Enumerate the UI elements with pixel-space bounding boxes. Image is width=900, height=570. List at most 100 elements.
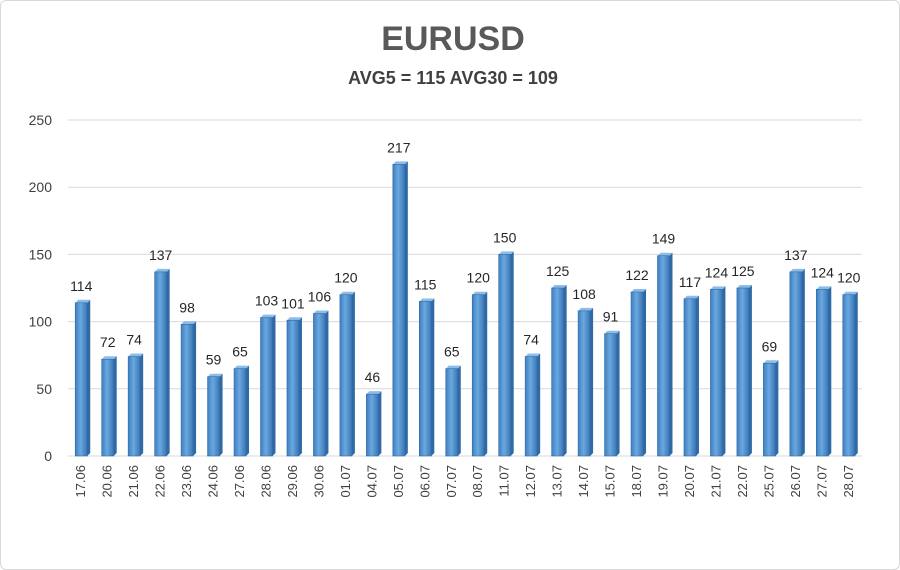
data-label: 125 (731, 263, 755, 279)
bar-top (525, 353, 541, 357)
data-label: 108 (572, 286, 596, 302)
bar (207, 376, 220, 457)
bar-side (457, 365, 461, 456)
bar-top (128, 353, 144, 357)
x-tick-label: 27.07 (814, 465, 829, 498)
y-tick-label: 250 (29, 112, 53, 128)
bar-side (801, 268, 805, 456)
y-tick-label: 150 (29, 246, 53, 262)
bar (710, 289, 723, 457)
data-label: 114 (70, 278, 93, 294)
data-label: 125 (546, 263, 570, 279)
bar (233, 368, 247, 457)
bar-side (775, 360, 779, 456)
data-label: 101 (281, 295, 305, 311)
bar (392, 164, 406, 457)
x-tick-label: 04.07 (364, 465, 379, 498)
data-label: 74 (126, 332, 142, 348)
bar-top (101, 356, 117, 360)
bar-side (325, 310, 329, 456)
bar (604, 333, 617, 457)
bar (101, 358, 114, 457)
data-label: 124 (811, 264, 835, 280)
bar (736, 287, 750, 457)
x-tick-label: 29.06 (285, 465, 300, 498)
bar (418, 301, 432, 457)
data-label: 91 (603, 309, 619, 325)
data-label: 115 (414, 276, 437, 292)
bar (683, 298, 697, 457)
x-tick-label: 14.07 (576, 465, 591, 498)
bar-side (510, 251, 514, 456)
data-label: 122 (625, 267, 649, 283)
data-label: 137 (149, 247, 173, 263)
x-tick-label: 22.07 (735, 465, 750, 498)
data-label: 120 (334, 270, 358, 286)
bar (471, 294, 485, 457)
bar (154, 271, 167, 457)
y-tick-label: 50 (36, 381, 52, 397)
bar-top (842, 291, 858, 295)
bar-top (472, 291, 488, 295)
bar-side (378, 391, 382, 456)
data-label: 124 (705, 264, 729, 280)
x-tick-label: 22.06 (153, 465, 168, 498)
data-label: 65 (444, 344, 460, 360)
bar (498, 254, 512, 457)
bar-top (816, 286, 832, 290)
y-tick-label: 100 (29, 314, 53, 330)
x-tick-label: 24.06 (206, 465, 221, 498)
gridlines (68, 119, 862, 457)
bar-side (272, 314, 276, 456)
bar-top (578, 307, 594, 311)
bar-top (154, 268, 170, 272)
x-tick-label: 11.07 (497, 465, 512, 497)
bar (286, 319, 300, 457)
x-tick-label: 27.06 (232, 465, 247, 498)
data-label: 149 (652, 231, 676, 247)
bar-top (604, 330, 620, 334)
bar-top (366, 391, 382, 395)
x-tick-label: 28.07 (841, 465, 856, 498)
bar-side (246, 365, 250, 456)
bar (180, 323, 194, 457)
bar-top (286, 317, 302, 321)
data-label: 106 (308, 289, 332, 305)
data-label: 137 (784, 247, 808, 263)
bar-side (431, 298, 435, 456)
y-axis: 0 50 100 150 200 250 (29, 112, 53, 464)
bar-side (193, 321, 197, 456)
x-tick-label: 28.06 (259, 465, 274, 498)
bar-top (631, 289, 647, 293)
x-tick-label: 25.07 (761, 465, 776, 498)
bar-top (313, 310, 329, 314)
bar-top (445, 365, 461, 369)
bar-side (590, 307, 594, 456)
data-label: 150 (493, 229, 517, 245)
x-tick-label: 23.06 (179, 465, 194, 498)
bar (551, 287, 564, 457)
bars (74, 161, 858, 457)
bar-top (260, 314, 276, 318)
y-tick-label: 200 (29, 179, 53, 195)
bar (339, 294, 353, 457)
data-label: 59 (206, 352, 222, 368)
x-tick-label: 21.06 (126, 465, 141, 498)
x-tick-label: 30.06 (311, 465, 326, 498)
x-axis: 17.06 20.06 21.06 22.06 23.06 24.06 27.06 28.06… (73, 465, 856, 498)
bar (313, 313, 326, 457)
bar (445, 368, 459, 457)
bar-side (166, 268, 170, 456)
bar-top (392, 161, 408, 165)
data-label: 74 (523, 332, 539, 348)
bar (630, 291, 644, 457)
bar (815, 289, 829, 457)
data-label: 46 (365, 369, 381, 385)
bar-side (854, 291, 858, 456)
bar (577, 310, 591, 457)
data-label: 117 (679, 274, 702, 290)
bar-side (298, 317, 302, 456)
bar-top (551, 285, 567, 288)
data-label: 217 (387, 139, 411, 155)
